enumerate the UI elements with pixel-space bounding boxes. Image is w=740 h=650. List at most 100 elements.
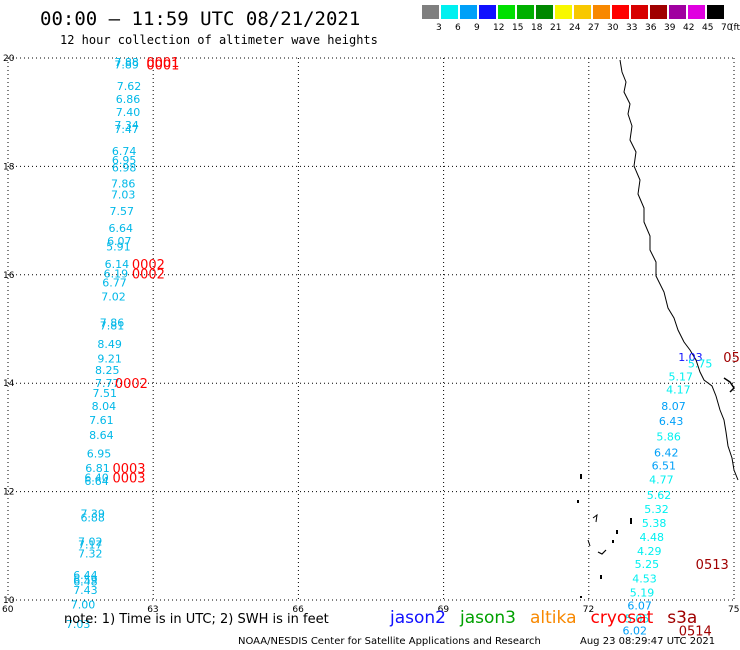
wave-height-point: 8.64: [89, 429, 114, 442]
wave-height-point: 6.44: [73, 569, 98, 582]
legend-label: 24: [569, 23, 581, 33]
lat-tick-label: 14: [3, 379, 15, 389]
wave-height-point: 7.62: [117, 80, 142, 93]
time-label: 0002: [115, 377, 148, 392]
wave-height-point: 5.05: [625, 612, 650, 625]
legend-label: 21: [550, 23, 562, 33]
time-label: 0513: [696, 558, 729, 573]
wave-height-point: 6.74: [112, 145, 137, 158]
wave-height-point: 7.40: [116, 106, 141, 119]
wave-height-point: 5.62: [647, 489, 672, 502]
wave-height-point: 4.29: [637, 545, 662, 558]
wave-height-point: 6.19: [104, 268, 129, 281]
wave-height-point: 6.07: [627, 599, 652, 612]
wave-height-point: 9.21: [97, 352, 122, 365]
coastline: [577, 59, 739, 598]
wave-height-point: 6.77: [102, 276, 127, 289]
legend-label: 9: [474, 23, 480, 33]
wave-height-point: 7.02: [78, 535, 103, 548]
wave-height-point: 8.49: [97, 338, 122, 351]
wave-height-point: 6.43: [659, 415, 684, 428]
legend-label: 12: [493, 23, 505, 33]
legend-label: 33: [626, 23, 638, 33]
legend-label: 6: [455, 23, 461, 33]
lat-tick-label: 12: [3, 488, 14, 498]
legend-swatch: [422, 5, 439, 19]
legend-swatch: [593, 5, 610, 19]
wave-height-point: 6.51: [652, 460, 677, 473]
wave-height-point: 6.88: [80, 512, 105, 525]
wave-height-point: 7.02: [101, 290, 126, 303]
time-label: 0003: [112, 472, 145, 487]
wave-height-point: 7.00: [71, 598, 96, 611]
legend-swatch: [536, 5, 553, 19]
legend-swatch: [631, 5, 648, 19]
wave-height-point: 6.02: [623, 624, 648, 637]
wave-height-point: 5.25: [635, 558, 660, 571]
wave-height-point: 7.43: [73, 584, 98, 597]
legend-swatch: [441, 5, 458, 19]
legend-swatch: [555, 5, 572, 19]
wave-height-point: 7.17: [78, 539, 103, 552]
wave-height-point: 7.03: [66, 618, 91, 631]
wave-height-point: 8.04: [92, 400, 117, 413]
legend-label: 30: [607, 23, 619, 33]
wave-height-point: 6.81: [85, 462, 110, 475]
axis-tick-labels: 60 63 66 69 72 75 20 18 16 14 12 10: [2, 54, 739, 615]
legend-swatch: [574, 5, 591, 19]
wave-height-point: 7.51: [93, 387, 118, 400]
wave-height-point: 5.17: [669, 371, 694, 384]
wave-height-point: 6.95: [112, 154, 137, 167]
timestamp: Aug 23 08:29:47 UTC 2021: [580, 636, 716, 647]
legend-unit: (ft): [730, 23, 740, 33]
legend-label: 45: [702, 23, 714, 33]
lon-tick-label: 69: [438, 605, 450, 615]
wave-height-point: 7.61: [89, 414, 114, 427]
legend-label: 3: [436, 23, 442, 33]
time-label: 0003: [112, 462, 145, 477]
legend-label: 18: [531, 23, 543, 33]
wave-height-point: 7.88: [114, 56, 139, 69]
wave-height-point: 7.86: [100, 316, 125, 329]
wave-height-point: 6.14: [105, 258, 130, 271]
time-label: 0002: [132, 258, 165, 273]
wave-height-point: 5.91: [106, 241, 131, 254]
satellite-name: altika: [530, 608, 577, 628]
wave-height-point: 8.07: [661, 400, 686, 413]
wave-height-point: 5.75: [688, 358, 713, 371]
page-subtitle: 12 hour collection of altimeter wave hei…: [60, 33, 378, 47]
wave-height-point: 8.25: [95, 364, 120, 377]
credit-line: NOAA/NESDIS Center for Satellite Applica…: [238, 636, 541, 647]
wave-height-point: 7.34: [114, 119, 139, 132]
wave-height-point: 4.53: [632, 572, 657, 585]
legend-swatch: [479, 5, 496, 19]
legend-label: 39: [664, 23, 676, 33]
wave-height-point: 7.03: [111, 189, 136, 202]
time-label: 0001: [146, 59, 179, 74]
track-west-values: 7.887.897.626.867.407.347.476.746.956.98…: [66, 56, 141, 631]
satellite-name: jason3: [460, 608, 516, 628]
time-label: 0001: [146, 56, 179, 71]
wave-height-point: 4.17: [666, 384, 691, 397]
wave-height-point: 7.57: [109, 205, 134, 218]
time-label: 0514: [679, 624, 712, 639]
wave-height-point: 6.86: [116, 93, 141, 106]
wave-height-point: 7.77: [95, 377, 120, 390]
wave-height-point: 7.89: [114, 59, 139, 72]
time-label: 0002: [132, 268, 165, 283]
legend-swatch: [612, 5, 629, 19]
wave-height-point: 7.47: [114, 123, 139, 136]
wave-height-point: 7.81: [100, 320, 125, 333]
lon-tick-label: 75: [728, 605, 739, 615]
wave-height-point: 1.03: [678, 351, 703, 364]
legend-label: 70: [721, 23, 733, 33]
track-east-values: 1.035.755.174.17 8.07 6.43 5.86 6.426.514.77…: [623, 351, 713, 637]
legend-swatch: [669, 5, 686, 19]
satellite-name: cryosat: [590, 608, 654, 628]
wave-height-point: 4.77: [649, 474, 674, 487]
wave-height-point: 6.64: [84, 475, 109, 488]
wave-height-point: 7.39: [80, 507, 105, 520]
wave-height-point: 5.32: [644, 503, 669, 516]
lat-tick-label: 10: [3, 596, 15, 606]
lon-tick-label: 63: [147, 605, 158, 615]
